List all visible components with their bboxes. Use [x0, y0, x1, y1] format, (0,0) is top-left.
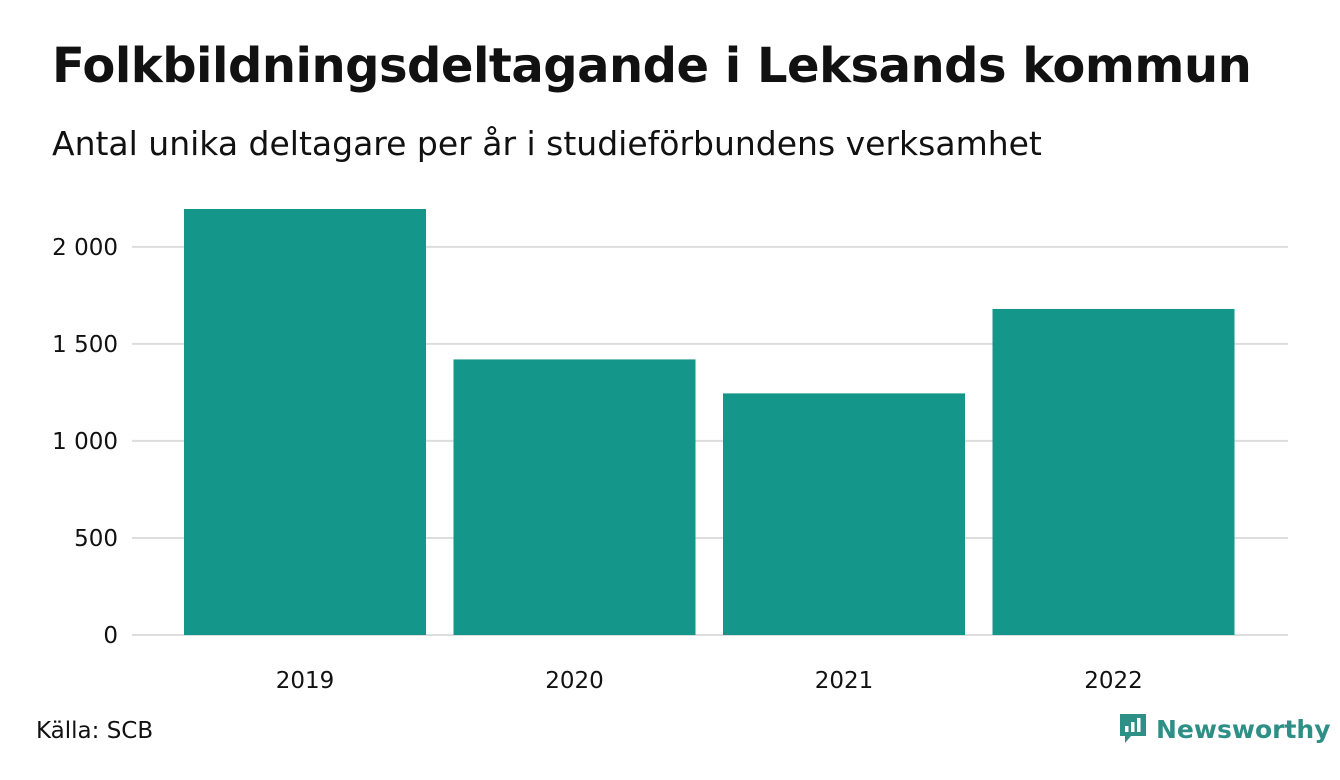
brand-logo: Newsworthy: [1118, 712, 1331, 746]
y-tick-label: 1 500: [52, 332, 118, 358]
x-axis-tick-labels: 2019 2020 2021 2022: [276, 668, 1143, 694]
bar-2019: [184, 209, 426, 635]
chart-title: Folkbildningsdeltagande i Leksands kommu…: [52, 38, 1252, 94]
x-tick-label: 2022: [1084, 668, 1143, 694]
y-tick-label: 500: [74, 526, 118, 552]
source-note: Källa: SCB: [36, 718, 154, 744]
x-tick-label: 2019: [276, 668, 335, 694]
brand-name: Newsworthy: [1156, 714, 1331, 744]
y-tick-label: 0: [103, 623, 118, 649]
bars: [184, 209, 1235, 635]
y-tick-label: 1 000: [52, 429, 118, 455]
chart-subtitle: Antal unika deltagare per år i studieför…: [52, 124, 1042, 163]
x-tick-label: 2020: [545, 668, 604, 694]
x-tick-label: 2021: [815, 668, 874, 694]
bar-2020: [453, 359, 696, 635]
bar-2022: [992, 308, 1235, 635]
y-axis-tick-labels: 0 500 1 000 1 500 2 000: [52, 235, 118, 649]
bar-2021: [723, 393, 965, 635]
y-tick-label: 2 000: [52, 235, 118, 261]
newsworthy-icon: [1120, 714, 1146, 743]
